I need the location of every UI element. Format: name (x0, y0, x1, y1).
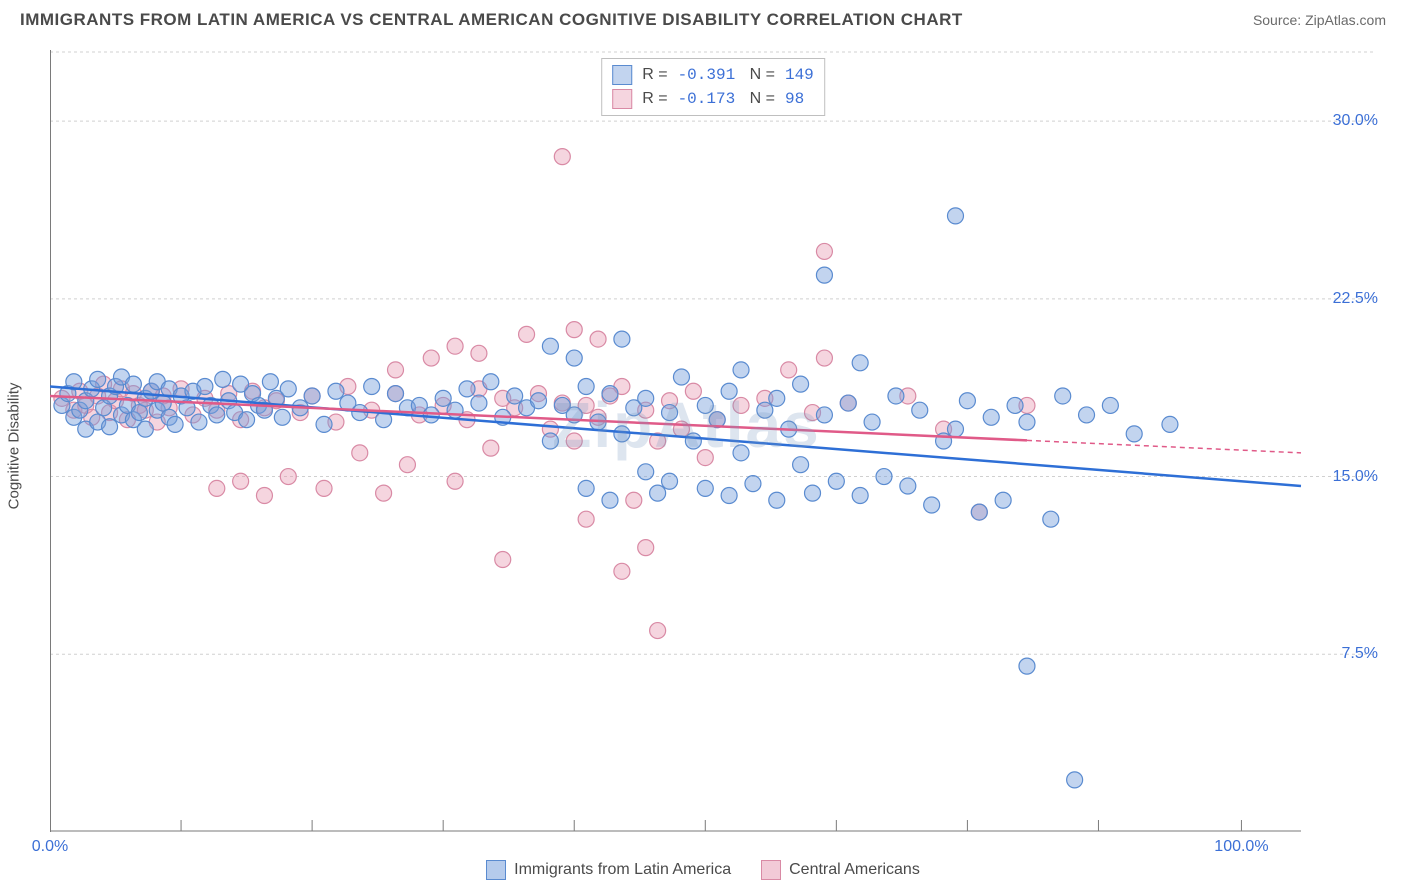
y-tick-label: 30.0% (1333, 112, 1378, 130)
y-tick-label: 22.5% (1333, 290, 1378, 308)
chart-source: Source: ZipAtlas.com (1253, 12, 1386, 28)
legend-stats: R = -0.391 N = 149 R = -0.173 N = 98 (601, 58, 825, 116)
stat-r-series-1: -0.391 (678, 63, 736, 87)
swatch-series-1 (486, 860, 506, 880)
legend-label: Central Americans (789, 861, 920, 879)
legend-stats-row: R = -0.391 N = 149 (612, 63, 814, 87)
legend-stats-row: R = -0.173 N = 98 (612, 87, 814, 111)
y-tick-label: 7.5% (1342, 645, 1378, 663)
x-tick-label: 100.0% (1214, 838, 1268, 856)
stat-label-n: N = (745, 63, 775, 87)
stat-label-n: N = (745, 87, 775, 111)
stat-r-series-2: -0.173 (678, 87, 736, 111)
x-tick-label: 0.0% (32, 838, 68, 856)
y-tick-label: 15.0% (1333, 468, 1378, 486)
scatter-plot (50, 50, 1376, 832)
stat-n-series-1: 149 (785, 63, 814, 87)
legend-item: Immigrants from Latin America (486, 860, 731, 880)
swatch-series-2 (612, 89, 632, 109)
swatch-series-1 (612, 65, 632, 85)
y-axis-label: Cognitive Disability (6, 383, 23, 510)
legend-bottom: Immigrants from Latin America Central Am… (0, 860, 1406, 880)
stat-label-r: R = (642, 63, 667, 87)
legend-label: Immigrants from Latin America (514, 861, 731, 879)
chart-title: IMMIGRANTS FROM LATIN AMERICA VS CENTRAL… (20, 10, 963, 30)
stat-label-r: R = (642, 87, 667, 111)
legend-item: Central Americans (761, 860, 920, 880)
swatch-series-2 (761, 860, 781, 880)
stat-n-series-2: 98 (785, 87, 804, 111)
chart-header: IMMIGRANTS FROM LATIN AMERICA VS CENTRAL… (0, 0, 1406, 36)
chart-area: ZipAtlas R = -0.391 N = 149 R = -0.173 N… (50, 50, 1376, 832)
